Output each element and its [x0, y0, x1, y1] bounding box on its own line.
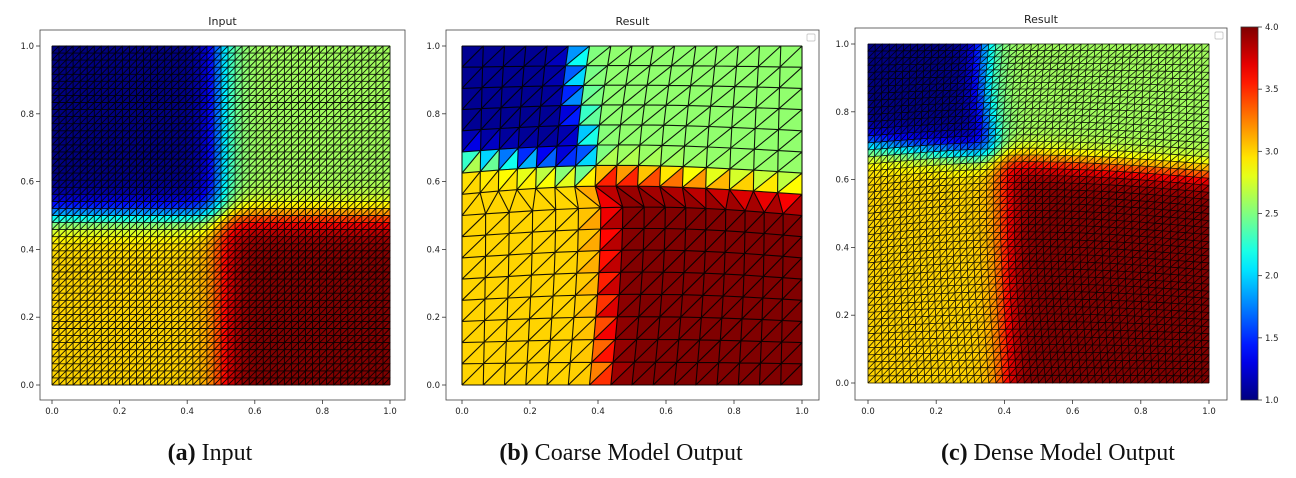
axes-frame	[39, 29, 406, 401]
mesh	[461, 45, 803, 386]
x-tick-label: 0.4	[180, 407, 194, 417]
y-tick-label: 0.2	[20, 313, 34, 323]
x-tick-label: 1.0	[383, 407, 397, 417]
y-tick-label: 1.0	[20, 42, 34, 52]
plot-panel-1: 0.0 0.0 0.2 0.2 0.4 0.4 0.6 0.6 0.8 0.8 1.0 1.0 Inpu…	[20, 15, 406, 417]
x-tick-label: 0.2	[113, 407, 127, 417]
y-tick-label: 0.0	[20, 381, 34, 391]
plot-panel-2: 0.00.00.20.20.40.40.60.60.80.81.01.0Resu…	[426, 15, 820, 417]
mesh	[51, 45, 391, 386]
y-tick-label: 0.6	[20, 178, 34, 188]
plot-title: Input	[208, 15, 237, 28]
x-tick-label: 0.8	[316, 407, 330, 417]
x-tick-label: 0.6	[248, 407, 262, 417]
x-tick-label: 0.0	[45, 407, 59, 417]
y-tick-label: 0.4	[20, 245, 34, 255]
y-tick-label: 0.8	[20, 110, 34, 120]
